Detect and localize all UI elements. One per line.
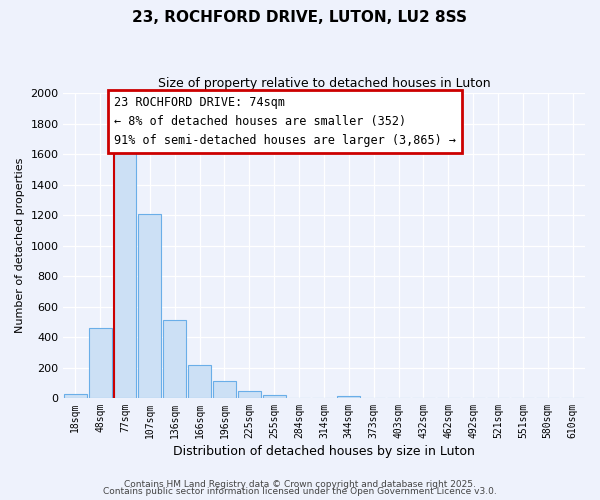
Text: Contains HM Land Registry data © Crown copyright and database right 2025.: Contains HM Land Registry data © Crown c… (124, 480, 476, 489)
Bar (238, 392, 261, 398)
Text: 23, ROCHFORD DRIVE, LUTON, LU2 8SS: 23, ROCHFORD DRIVE, LUTON, LU2 8SS (133, 10, 467, 25)
Bar (263, 395, 286, 398)
Y-axis label: Number of detached properties: Number of detached properties (15, 158, 25, 334)
Bar (213, 382, 236, 398)
Bar (89, 328, 112, 398)
Bar (139, 214, 161, 398)
Title: Size of property relative to detached houses in Luton: Size of property relative to detached ho… (158, 78, 490, 90)
X-axis label: Distribution of detached houses by size in Luton: Distribution of detached houses by size … (173, 444, 475, 458)
Text: Contains public sector information licensed under the Open Government Licence v3: Contains public sector information licen… (103, 488, 497, 496)
Bar (64, 394, 87, 398)
Text: 23 ROCHFORD DRIVE: 74sqm
← 8% of detached houses are smaller (352)
91% of semi-d: 23 ROCHFORD DRIVE: 74sqm ← 8% of detache… (114, 96, 456, 147)
Bar (113, 151, 136, 398)
Bar (337, 396, 360, 398)
Bar (188, 366, 211, 398)
Bar (163, 320, 186, 398)
